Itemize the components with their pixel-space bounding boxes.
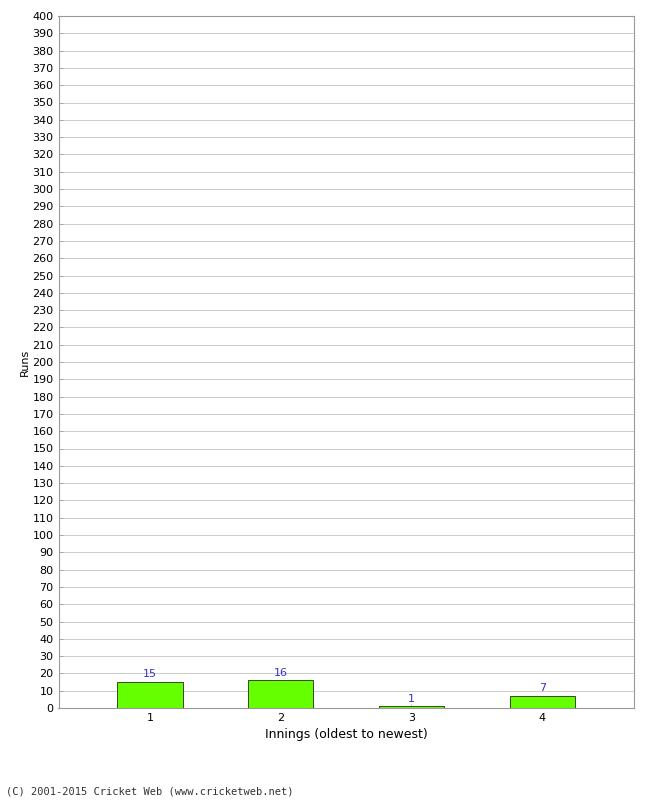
Text: 16: 16: [274, 668, 288, 678]
Text: (C) 2001-2015 Cricket Web (www.cricketweb.net): (C) 2001-2015 Cricket Web (www.cricketwe…: [6, 786, 294, 796]
Bar: [248, 680, 313, 708]
Y-axis label: Runs: Runs: [20, 348, 30, 376]
Bar: [379, 706, 444, 708]
Text: 15: 15: [143, 670, 157, 679]
Text: 1: 1: [408, 694, 415, 704]
Bar: [118, 682, 183, 708]
Bar: [510, 696, 575, 708]
Text: 7: 7: [539, 683, 546, 694]
X-axis label: Innings (oldest to newest): Innings (oldest to newest): [265, 729, 428, 742]
